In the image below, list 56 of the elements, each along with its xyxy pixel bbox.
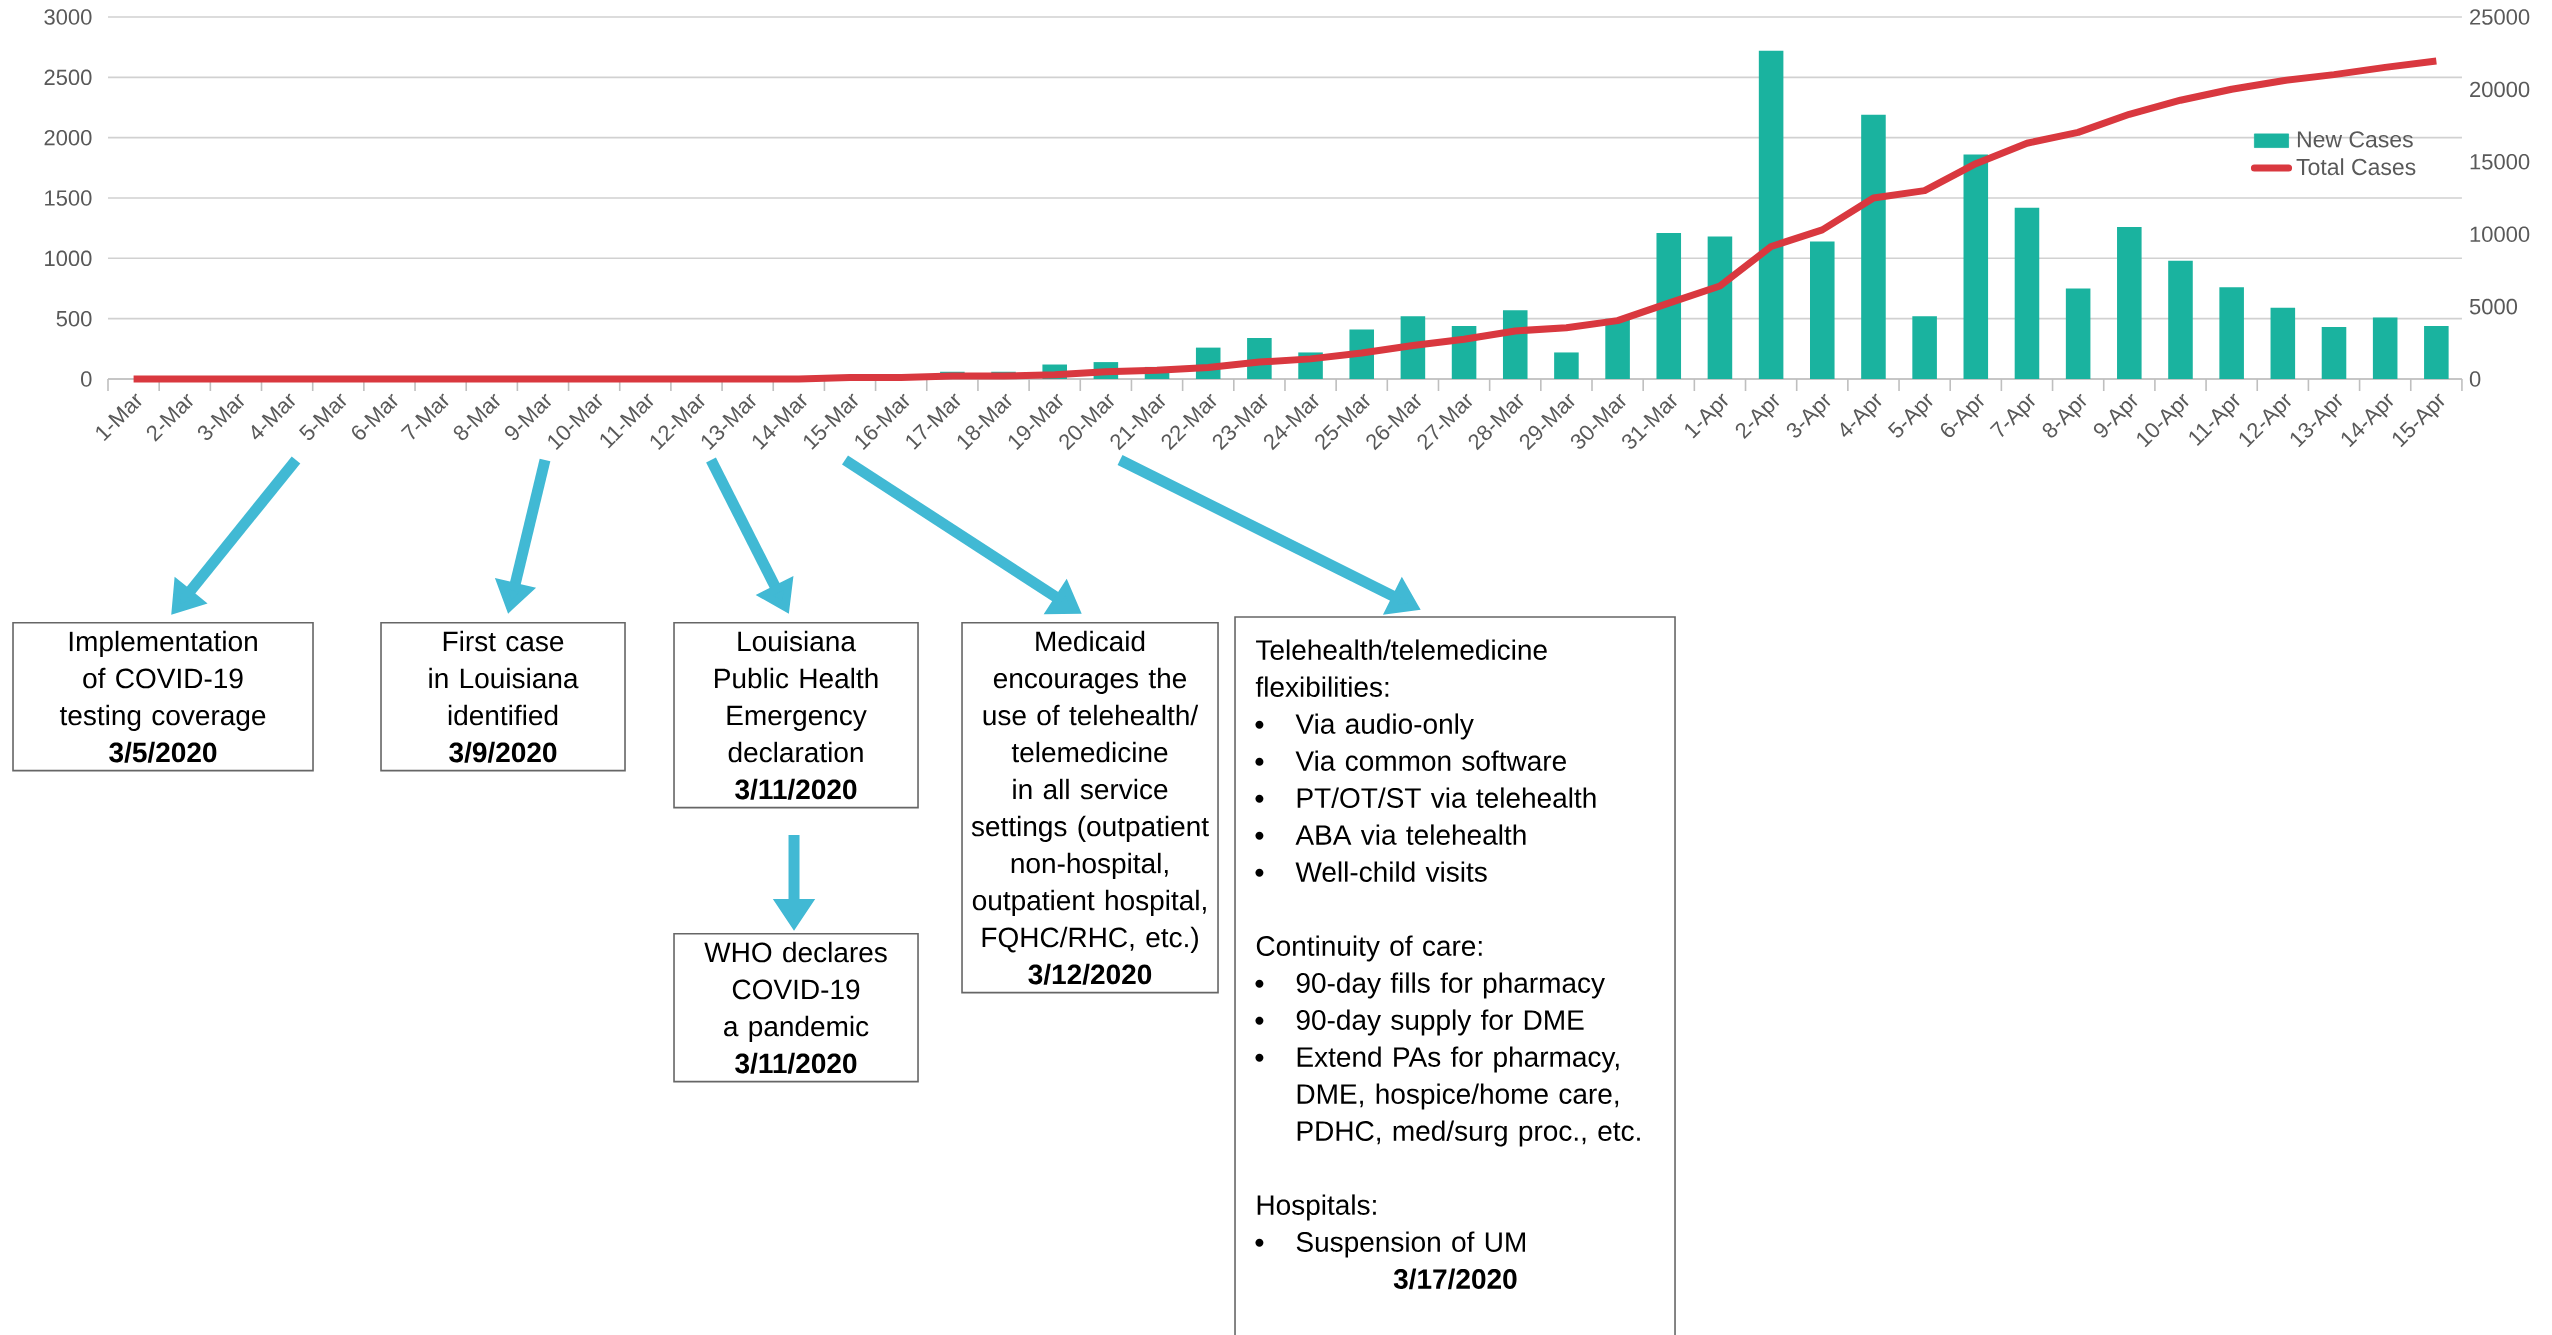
- bar: [2372, 317, 2398, 379]
- bar: [1605, 318, 1630, 379]
- text: 3/17/2020: [1393, 1268, 1517, 1290]
- text: ABA via telehealth: [1295, 824, 1526, 845]
- y2-tick-label: 0: [2469, 371, 2481, 387]
- bar: [2168, 260, 2193, 379]
- bar: [2321, 327, 2347, 379]
- y2-tick-label: 15000: [2470, 154, 2530, 170]
- bar: [1810, 241, 1835, 379]
- bar: [1912, 316, 1937, 379]
- y2-tick-label: 25000: [2470, 9, 2530, 25]
- bar: [1707, 236, 1733, 379]
- text: Via common software: [1295, 750, 1566, 771]
- text: Extend PAs for pharmacy, DME, hospice/home care, PDHC, med/surg proc., etc.: [1297, 1046, 1640, 1147]
- text: First case in Louisiana identified: [429, 630, 579, 726]
- y2-tick-label: 5000: [2469, 298, 2518, 315]
- bar: [2219, 287, 2244, 379]
- text: Telehealth/telemedicine flexibilities:: [1255, 639, 1547, 697]
- legend-label: New Cases: [2297, 131, 2413, 148]
- text: Well-child visits: [1295, 861, 1487, 882]
- text: Via audio-only: [1295, 713, 1474, 740]
- bar: [1554, 352, 1579, 379]
- y-tick-label: 3000: [44, 9, 92, 25]
- text: Medicaid encourages the use of telehealth/telemedicine in all service settings (outpatient non-hospital, outpatient hospital, FQHC/RHC, etc.): [971, 630, 1209, 953]
- bar: [2270, 307, 2296, 379]
- y2-tick-label: 10000: [2470, 226, 2530, 242]
- bar: [2424, 325, 2449, 379]
- y-tick-label: 1500: [45, 190, 92, 206]
- text: 3/9/2020: [449, 741, 557, 763]
- text: Implementation of COVID-19 testing coverage: [59, 630, 266, 731]
- legend-label: Total Cases: [2296, 158, 2416, 176]
- text: 90-day supply for DME: [1296, 1009, 1584, 1036]
- y-tick-label: 1000: [45, 250, 92, 267]
- text: 3/11/2020: [735, 1052, 857, 1074]
- bar: [1758, 50, 1784, 379]
- bar: [2014, 207, 2040, 379]
- bar: [2065, 288, 2091, 379]
- bar: [1963, 154, 1989, 379]
- text: 3/11/2020: [735, 778, 857, 800]
- text: 90-day fills for pharmacy: [1296, 972, 1605, 999]
- y-tick-label: 500: [56, 310, 92, 327]
- text: Louisiana Public Health Emergency declaration: [715, 630, 878, 763]
- text: 3/12/2020: [1028, 963, 1152, 985]
- text: Continuity of care:: [1256, 935, 1482, 962]
- y-tick-label: 0: [81, 371, 92, 387]
- text: Hospitals:: [1257, 1194, 1376, 1221]
- bar: [1861, 114, 1886, 379]
- text: Suspension of UM: [1296, 1231, 1525, 1258]
- y-tick-label: 2500: [44, 69, 92, 86]
- bar: [2117, 226, 2142, 379]
- text: PT/OT/ST via telehealth: [1297, 787, 1596, 808]
- text: 3/5/2020: [109, 741, 217, 763]
- y2-tick-label: 20000: [2470, 81, 2530, 98]
- bar: [1656, 232, 1682, 379]
- text: WHO declares COVID-19 a pandemic: [704, 941, 887, 1042]
- y-tick-label: 2000: [44, 129, 92, 146]
